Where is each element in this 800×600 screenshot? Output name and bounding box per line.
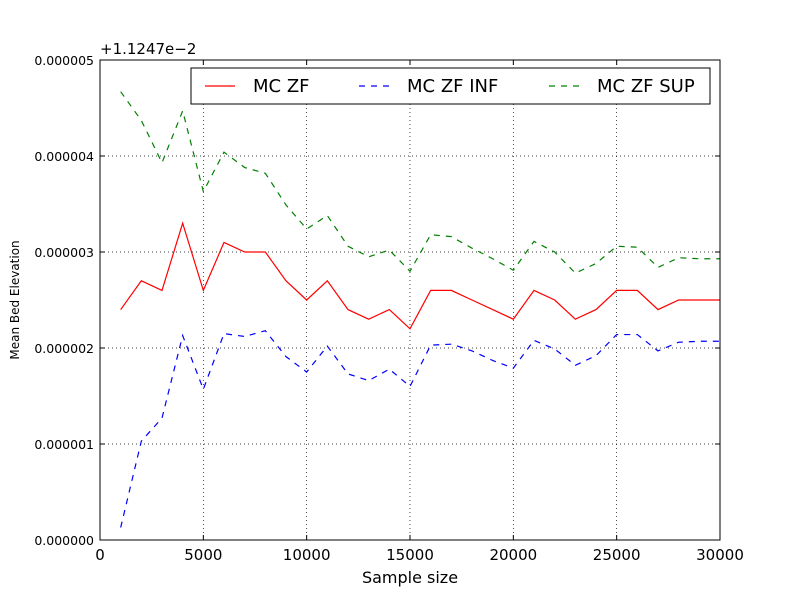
legend-label: MC ZF SUP <box>597 76 695 97</box>
series-lines <box>120 91 720 528</box>
y-tick-label: 0.000003 <box>34 245 94 260</box>
x-tick-label: 30000 <box>696 546 744 564</box>
legend-box <box>190 67 711 105</box>
legend-label: MC ZF <box>253 76 310 97</box>
ticks: 0 5000 10000 15000 20000 25000 30000 0.000000 0.… <box>34 53 744 564</box>
legend-label: MC ZF INF <box>407 76 498 97</box>
series-line-mc-zf-sup <box>120 91 720 274</box>
legend: MC ZF MC ZF INF MC ZF SUP <box>190 67 711 105</box>
y-tick-label: 0.000005 <box>34 53 94 68</box>
x-tick-label: 20000 <box>489 546 537 564</box>
x-tick-label: 25000 <box>593 546 641 564</box>
y-tick-label: 0.000002 <box>34 341 94 356</box>
y-tick-label: 0.000001 <box>34 437 94 452</box>
x-tick-label: 10000 <box>283 546 331 564</box>
x-axis-label: Sample size <box>362 568 458 587</box>
x-tick-label: 0 <box>95 546 105 564</box>
offset-label: +1.1247e−2 <box>100 40 196 58</box>
y-axis-label: Mean Bed Elevation <box>8 240 22 359</box>
series-line-mc-zf <box>120 221 720 330</box>
x-tick-label: 15000 <box>386 546 434 564</box>
y-tick-label: 0.000004 <box>34 149 94 164</box>
x-tick-label: 5000 <box>184 546 222 564</box>
y-tick-label: 0.000000 <box>34 533 94 548</box>
